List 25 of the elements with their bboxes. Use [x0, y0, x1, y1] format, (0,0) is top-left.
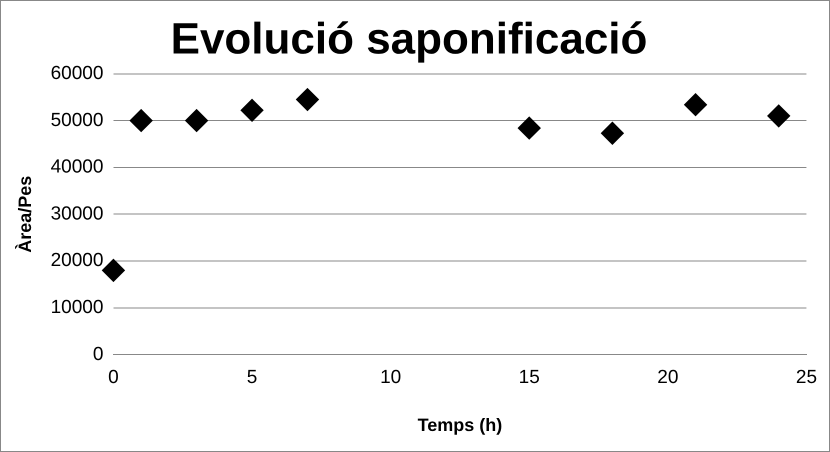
y-tick-label: 30000	[50, 203, 104, 224]
x-axis-title: Temps (h)	[418, 415, 502, 436]
y-tick-label: 20000	[50, 250, 104, 272]
point	[240, 98, 264, 122]
y-tick-label: 10000	[50, 297, 104, 318]
y-tick-label: 60000	[50, 63, 104, 84]
point	[767, 104, 790, 128]
x-tick-label: 0	[108, 367, 119, 388]
point	[130, 109, 153, 132]
x-tick-label: 15	[518, 367, 540, 388]
y-tick-label: 40000	[50, 156, 104, 178]
y-tick-label: 0	[92, 344, 104, 365]
y-tick-label: 50000	[50, 110, 104, 131]
point	[684, 93, 708, 116]
point	[296, 88, 319, 112]
point	[185, 109, 208, 132]
point	[102, 258, 125, 282]
y-axis-title: Àrea/Pes	[14, 176, 35, 253]
point	[518, 116, 541, 140]
x-tick-label: 25	[796, 367, 818, 388]
x-tick-label: 20	[657, 367, 678, 388]
point	[600, 122, 624, 145]
x-tick-label: 10	[380, 367, 402, 388]
chart-title: Evolució saponificació	[170, 14, 648, 64]
x-tick-label: 5	[246, 367, 258, 388]
